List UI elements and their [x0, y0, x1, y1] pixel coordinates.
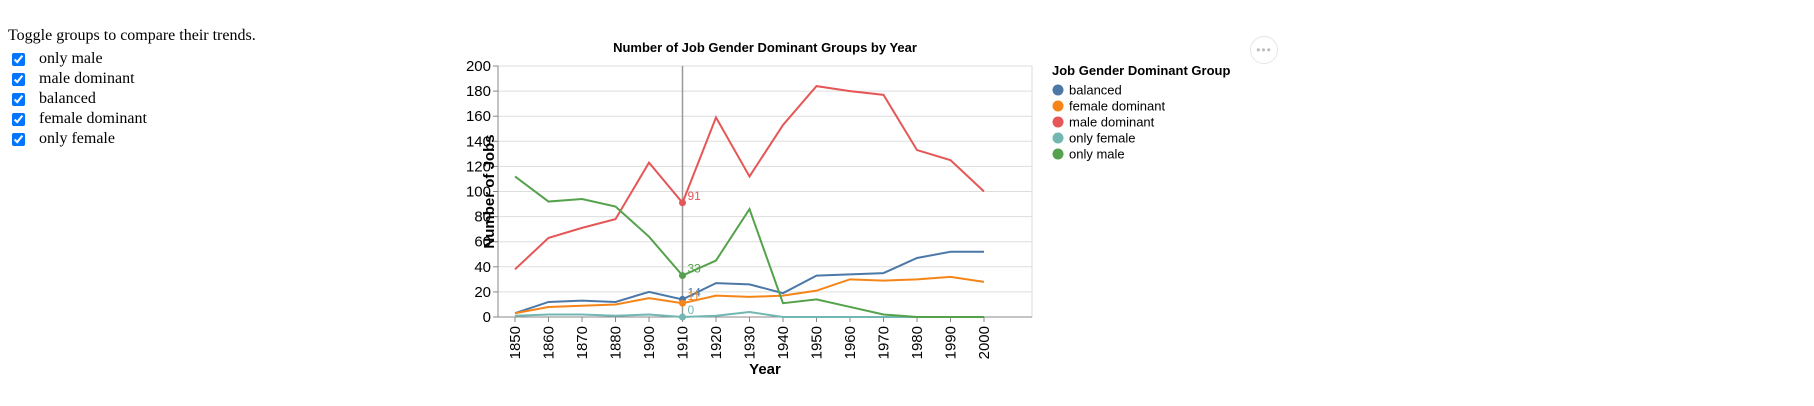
- y-tick-label: 180: [466, 83, 491, 100]
- x-tick-label: 1860: [541, 326, 558, 359]
- y-tick-label: 80: [474, 209, 491, 226]
- y-tick-label: 100: [466, 184, 491, 201]
- toggle-row-only-female[interactable]: only female: [8, 129, 256, 149]
- toggle-checkbox-balanced[interactable]: [12, 92, 25, 106]
- legend-label: male dominant: [1069, 115, 1155, 130]
- toggle-row-only-male[interactable]: only male: [8, 49, 256, 69]
- y-axis-title: Number of Jobs: [481, 134, 498, 248]
- legend-label: balanced: [1069, 83, 1122, 98]
- x-tick-label: 1940: [775, 326, 792, 359]
- chart-actions-menu-button[interactable]: •••: [1250, 36, 1278, 64]
- toggle-row-female-dominant[interactable]: female dominant: [8, 109, 256, 129]
- toggle-checkbox-only-male[interactable]: [12, 52, 25, 66]
- toggle-label: female dominant: [39, 110, 147, 127]
- y-tick-label: 140: [466, 133, 491, 150]
- y-tick-label: 0: [483, 309, 491, 326]
- y-tick-label: 160: [466, 108, 491, 125]
- hover-point-female-dominant: [679, 299, 686, 307]
- hover-value-label: 33: [688, 262, 702, 276]
- toggle-label: only male: [39, 50, 103, 67]
- x-tick-label: 1960: [842, 326, 859, 359]
- x-tick-label: 1870: [574, 326, 591, 359]
- legend-label: female dominant: [1069, 99, 1165, 114]
- hover-value-label: 11: [688, 289, 701, 303]
- legend-symbol-only-female: [1052, 132, 1064, 144]
- y-tick-label: 60: [474, 234, 491, 251]
- toggle-list: only male male dominant balanced female dom…: [8, 49, 256, 149]
- series-line-only-male: [514, 175, 984, 318]
- hover-value-label: 14: [688, 285, 702, 299]
- hover-point-only-male: [679, 272, 686, 280]
- x-axis-title: Year: [749, 361, 781, 378]
- legend-symbol-female-dominant: [1052, 100, 1064, 112]
- toggle-checkbox-only-female[interactable]: [12, 132, 25, 146]
- x-tick-label: 1900: [641, 326, 658, 359]
- x-tick-label: 2000: [976, 326, 993, 359]
- legend-symbol-male-dominant: [1052, 116, 1064, 128]
- x-tick-label: 1930: [742, 326, 759, 359]
- x-tick-label: 1990: [943, 326, 960, 359]
- toggle-label: balanced: [39, 90, 96, 107]
- x-tick-label: 1850: [507, 326, 524, 359]
- x-tick-label: 1910: [675, 326, 692, 359]
- toggle-label: male dominant: [39, 70, 135, 87]
- toggle-row-male-dominant[interactable]: male dominant: [8, 69, 256, 89]
- hover-point-only-female: [679, 313, 686, 321]
- y-tick-label: 120: [466, 158, 491, 175]
- chart-title: Number of Job Gender Dominant Groups by …: [613, 40, 917, 55]
- legend-title: Job Gender Dominant Group: [1052, 63, 1230, 78]
- series-line-female-dominant: [514, 275, 985, 315]
- toggle-checkbox-male-dominant[interactable]: [12, 72, 25, 86]
- legend-symbol-balanced: [1052, 84, 1064, 96]
- ellipsis-icon: •••: [1256, 43, 1272, 57]
- toggle-row-balanced[interactable]: balanced: [8, 89, 256, 109]
- hover-point-male-dominant: [679, 199, 686, 207]
- series-line-balanced: [514, 250, 984, 315]
- hover-value-label: 0: [688, 303, 695, 317]
- toggle-instructions: Toggle groups to compare their trends.: [8, 27, 256, 44]
- y-tick-label: 200: [466, 58, 491, 75]
- legend-label: only male: [1069, 147, 1125, 162]
- x-tick-label: 1920: [708, 326, 725, 359]
- legend-label: only female: [1069, 131, 1135, 146]
- x-tick-label: 1970: [876, 326, 893, 359]
- legend-symbol-only-male: [1052, 148, 1064, 160]
- toggle-panel: Toggle groups to compare their trends. o…: [8, 27, 256, 149]
- hover-value-label: 91: [688, 189, 702, 203]
- toggle-checkbox-female-dominant[interactable]: [12, 112, 25, 126]
- x-tick-label: 1980: [909, 326, 926, 359]
- x-tick-label: 1950: [809, 326, 826, 359]
- toggle-label: only female: [39, 130, 115, 147]
- y-tick-label: 40: [474, 259, 491, 276]
- x-tick-label: 1880: [608, 326, 625, 359]
- series-line-male-dominant: [514, 85, 985, 271]
- y-tick-label: 20: [474, 284, 491, 301]
